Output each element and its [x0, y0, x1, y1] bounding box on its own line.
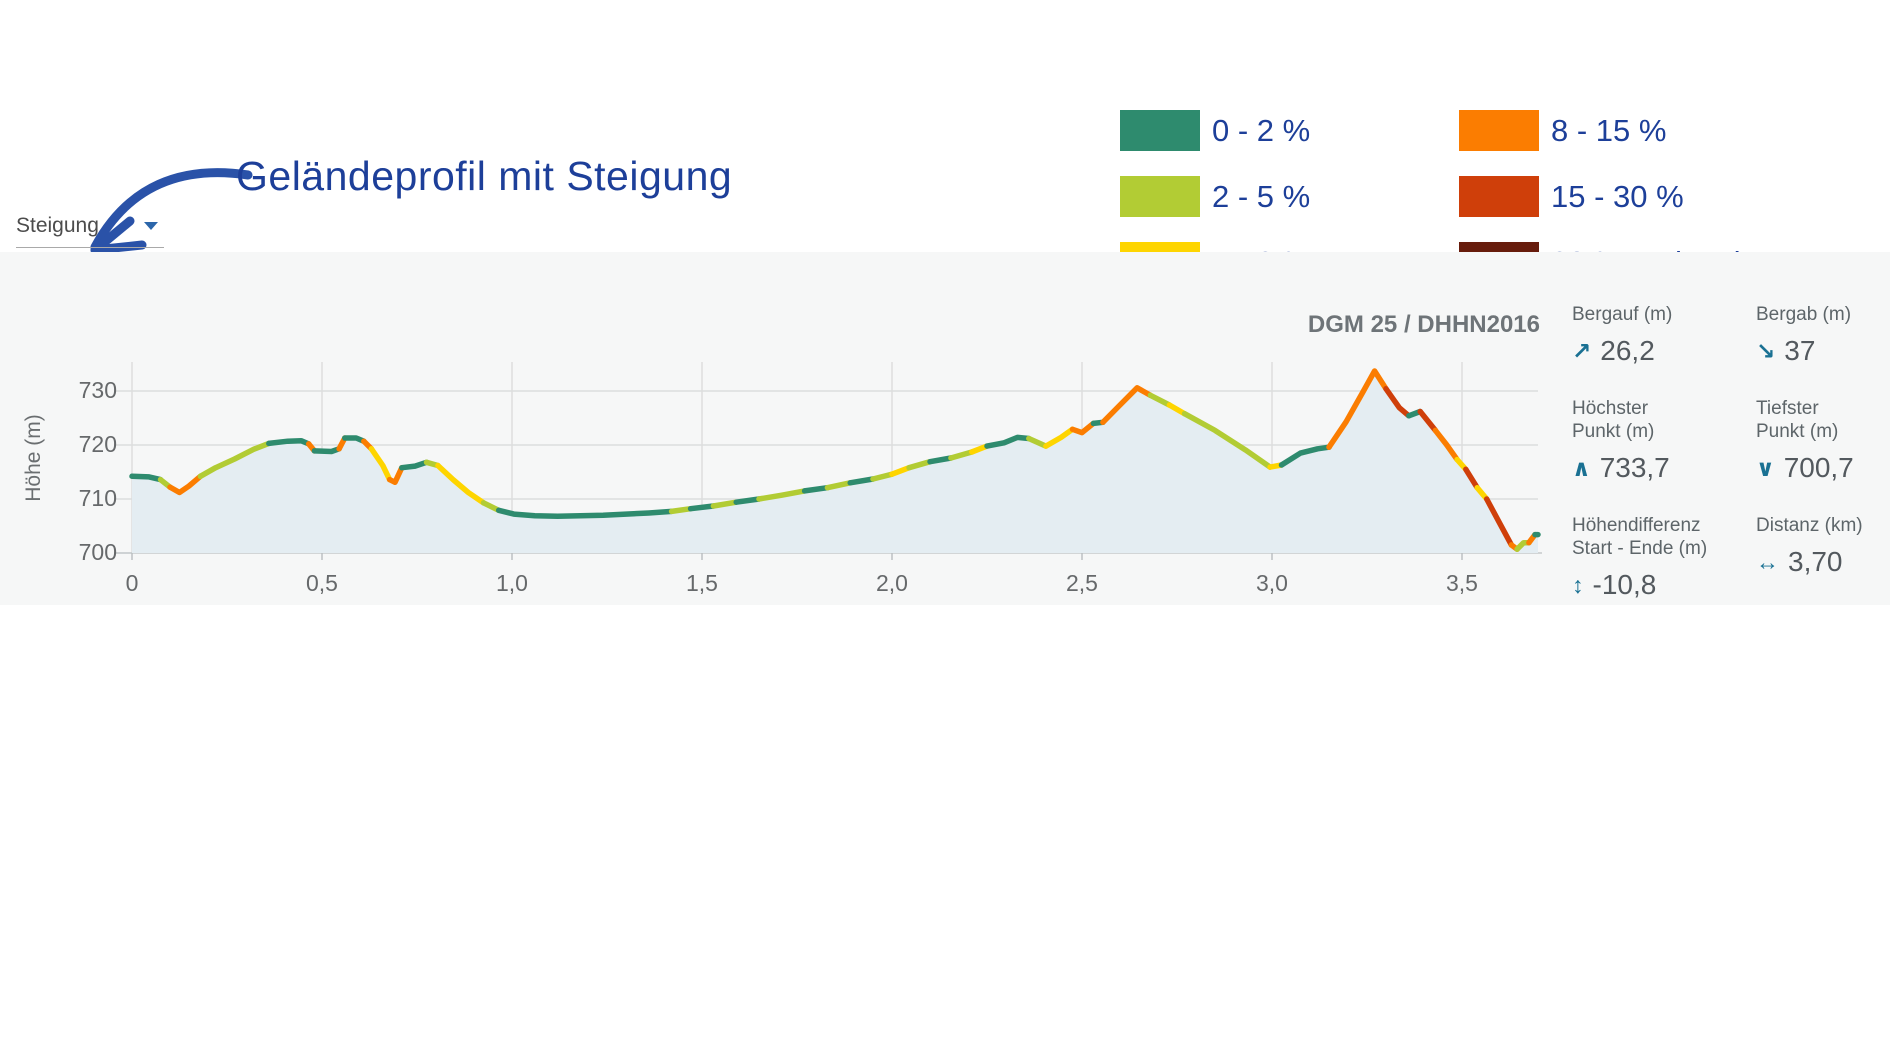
profile-segment-g	[399, 459, 430, 471]
x-tick-label: 0,5	[306, 570, 338, 596]
chevron-down-icon: ∨	[1756, 454, 1775, 481]
profile-segment-g	[1278, 444, 1332, 468]
legend-item: 0 - 2 %	[1120, 110, 1310, 151]
profile-segment-o	[1432, 427, 1460, 463]
stat-label: Tiefster Punkt (m)	[1756, 398, 1839, 442]
profile-segment-r	[1463, 466, 1480, 491]
profile-segment-g	[311, 446, 342, 455]
stat-label: Höchster Punkt (m)	[1572, 398, 1655, 442]
x-tick-label: 0	[125, 570, 139, 596]
arrow-up-right-icon: ↗	[1572, 337, 1592, 364]
y-tick-label: 710	[78, 485, 117, 511]
profile-segment-l	[1026, 435, 1049, 449]
arrow-left-right-icon: ↔	[1756, 548, 1779, 575]
profile-segment-o	[1326, 368, 1389, 450]
profile-segment-l	[1181, 410, 1273, 470]
profile-segment-g	[687, 503, 717, 512]
profile-segment-o	[1100, 385, 1154, 426]
y-tick-label: 730	[78, 377, 117, 403]
profile-segment-g	[495, 507, 675, 520]
stat-value: 3,70	[1788, 546, 1843, 577]
profile-segment-l	[824, 480, 853, 491]
stat-item: Höhendifferenz Start - Ende (m) ↕ -10,8	[1572, 514, 1756, 601]
stat-item: Höchster Punkt (m) ∧ 733,7	[1572, 397, 1756, 484]
profile-segment-g	[927, 455, 954, 465]
x-tick-label: 2,0	[876, 570, 908, 596]
stat-value: 26,2	[1600, 335, 1655, 366]
stat-value: 733,7	[1599, 452, 1670, 483]
legend-label: 8 - 15 %	[1551, 112, 1667, 148]
profile-segment-y	[1043, 426, 1076, 449]
stat-label: Höhendifferenz Start - Ende (m)	[1572, 515, 1708, 559]
profile-segment-l	[710, 499, 739, 509]
chevron-down-icon	[144, 222, 158, 230]
legend-swatch	[1120, 176, 1200, 217]
arrow-up-down-icon: ↕	[1572, 571, 1584, 598]
stat-value: 37	[1784, 335, 1816, 366]
stat-item: Bergauf (m) ↗ 26,2	[1572, 303, 1756, 367]
profile-segment-g	[984, 434, 1032, 449]
profile-segment-o	[386, 464, 405, 486]
profile-segment-l	[756, 488, 808, 502]
profile-stats-panel: Bergauf (m) ↗ 26,2 Bergab (m) ↘ 37 Höchster Pu…	[1572, 303, 1890, 601]
stat-label: Bergab (m)	[1756, 304, 1852, 325]
profile-segment-y	[889, 464, 912, 477]
chevron-up-icon: ∧	[1572, 454, 1591, 481]
profile-segment-g	[266, 437, 312, 447]
profile-segment-g	[342, 435, 367, 444]
legend-swatch	[1459, 110, 1539, 151]
profile-segment-l	[668, 505, 694, 515]
legend-swatch	[1120, 110, 1200, 151]
profile-segment-l	[906, 458, 933, 471]
annotation-title: Geländeprofil mit Steigung	[236, 153, 733, 199]
y-axis-title: Höhe (m)	[22, 414, 45, 502]
profile-segment-g	[847, 476, 876, 486]
profile-segment-l	[480, 500, 502, 514]
profile-area-fill	[132, 371, 1538, 553]
legend-label: 0 - 2 %	[1212, 112, 1311, 148]
stat-label: Distanz (km)	[1756, 515, 1863, 536]
profile-type-label: Steigung	[16, 214, 99, 237]
stat-value: 700,7	[1783, 452, 1854, 483]
elevation-model-label: DGM 25 / DHHN2016	[1307, 311, 1540, 338]
profile-segment-l	[948, 449, 975, 461]
arrow-down-right-icon: ↘	[1756, 337, 1776, 364]
profile-segment-y	[1166, 402, 1188, 417]
legend-label: 2 - 5 %	[1212, 178, 1311, 214]
profile-segment-l	[870, 471, 895, 482]
profile-type-select[interactable]: Steigung	[16, 214, 164, 248]
elevation-profile-chart[interactable]	[112, 355, 1562, 567]
stat-value: -10,8	[1592, 569, 1657, 600]
profile-segment-g	[733, 496, 762, 505]
profile-segment-o	[167, 473, 204, 496]
profile-segment-r	[1383, 386, 1412, 419]
stat-item: Distanz (km) ↔ 3,70	[1756, 514, 1890, 601]
profile-segment-r	[1417, 408, 1439, 434]
legend-item: 15 - 30 %	[1459, 176, 1761, 217]
x-tick-label: 1,5	[686, 570, 718, 596]
legend-item: 8 - 15 %	[1459, 110, 1761, 151]
legend-swatch	[1459, 176, 1539, 217]
profile-segment-r	[1483, 496, 1515, 548]
profile-segment-g	[801, 484, 831, 494]
legend-label: 15 - 30 %	[1551, 178, 1684, 214]
x-tick-label: 3,0	[1256, 570, 1288, 596]
profile-segment-y	[368, 446, 393, 483]
profile-segment-l	[197, 440, 272, 480]
stat-item: Bergab (m) ↘ 37	[1756, 303, 1890, 367]
x-tick-label: 2,5	[1066, 570, 1098, 596]
x-tick-label: 3,5	[1446, 570, 1478, 596]
y-tick-label: 700	[78, 539, 117, 565]
profile-segment-l	[1147, 392, 1173, 408]
legend-item: 2 - 5 %	[1120, 176, 1310, 217]
x-tick-label: 1,0	[496, 570, 528, 596]
profile-segment-g	[129, 473, 164, 483]
y-tick-label: 720	[78, 431, 117, 457]
stat-item: Tiefster Punkt (m) ∨ 700,7	[1756, 397, 1890, 484]
profile-segment-o	[1069, 420, 1097, 436]
stat-label: Bergauf (m)	[1572, 304, 1673, 325]
profile-segment-y	[435, 462, 487, 506]
